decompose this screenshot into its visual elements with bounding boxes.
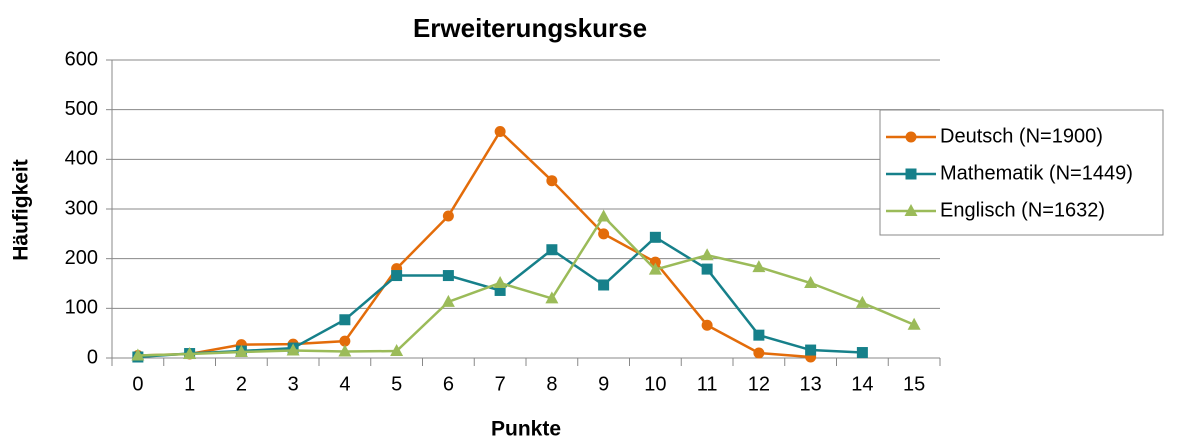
x-tick-label: 12 xyxy=(748,373,770,395)
x-tick-label: 2 xyxy=(236,373,247,395)
y-axis-label: Häufigkeit xyxy=(10,159,33,261)
data-point xyxy=(649,256,661,268)
data-point xyxy=(442,210,454,222)
series-line xyxy=(137,214,915,357)
x-axis-label: Punkte xyxy=(491,418,561,441)
legend-marker xyxy=(904,204,918,216)
y-tick-label: 300 xyxy=(65,197,98,219)
series-line xyxy=(137,129,811,359)
data-point xyxy=(545,291,559,304)
x-tick-label: 11 xyxy=(697,373,718,395)
legend-label: Deutsch (N=1900) xyxy=(940,125,1103,147)
data-point xyxy=(907,317,921,330)
x-tick-label: 0 xyxy=(132,373,143,395)
legend-label: Englisch (N=1632) xyxy=(940,199,1105,221)
x-tick-label: 6 xyxy=(443,373,454,395)
data-point xyxy=(701,319,713,331)
x-tick-label: 4 xyxy=(339,373,350,395)
y-tick-label: 100 xyxy=(65,297,98,319)
data-point xyxy=(753,329,765,341)
data-point xyxy=(390,344,404,357)
data-point xyxy=(856,347,868,359)
data-point xyxy=(753,347,765,359)
x-tick-label: 5 xyxy=(391,373,402,395)
legend-box xyxy=(879,109,1164,236)
legend-marker xyxy=(905,131,917,143)
data-point xyxy=(752,260,766,273)
data-point xyxy=(494,284,506,296)
x-tick-label: 10 xyxy=(644,373,666,395)
data-point xyxy=(442,270,454,282)
data-point xyxy=(391,270,403,282)
y-tick-label: 500 xyxy=(65,98,98,120)
x-tick-label: 14 xyxy=(851,373,873,395)
data-point xyxy=(701,263,713,275)
data-point xyxy=(805,344,817,356)
data-point xyxy=(649,231,661,243)
data-point xyxy=(700,248,714,261)
data-point xyxy=(598,279,610,291)
data-point xyxy=(598,228,610,240)
x-tick-label: 15 xyxy=(903,373,925,395)
data-point xyxy=(648,262,662,275)
data-point xyxy=(339,314,351,326)
data-point xyxy=(855,295,869,308)
x-tick-label: 3 xyxy=(288,373,299,395)
data-point xyxy=(597,209,611,222)
data-point xyxy=(494,126,506,138)
y-tick-label: 400 xyxy=(65,148,98,170)
x-tick-label: 9 xyxy=(598,373,609,395)
data-point xyxy=(286,343,300,356)
legend-label: Mathematik (N=1449) xyxy=(940,162,1133,184)
x-tick-label: 8 xyxy=(546,373,557,395)
data-point xyxy=(493,276,507,289)
data-point xyxy=(804,276,818,289)
y-tick-label: 200 xyxy=(65,247,98,269)
x-tick-label: 7 xyxy=(495,373,506,395)
y-tick-label: 600 xyxy=(65,48,98,70)
chart-title: Erweiterungskurse xyxy=(413,13,647,43)
data-point xyxy=(546,244,558,256)
data-point xyxy=(338,344,352,357)
data-point xyxy=(183,347,197,360)
data-point xyxy=(546,175,558,187)
legend-marker xyxy=(905,168,917,180)
data-point xyxy=(441,294,455,307)
data-point xyxy=(339,335,351,347)
y-tick-label: 0 xyxy=(87,346,98,368)
x-tick-label: 13 xyxy=(800,373,822,395)
data-point xyxy=(131,348,145,361)
x-tick-label: 1 xyxy=(184,373,195,395)
data-point xyxy=(234,345,248,358)
